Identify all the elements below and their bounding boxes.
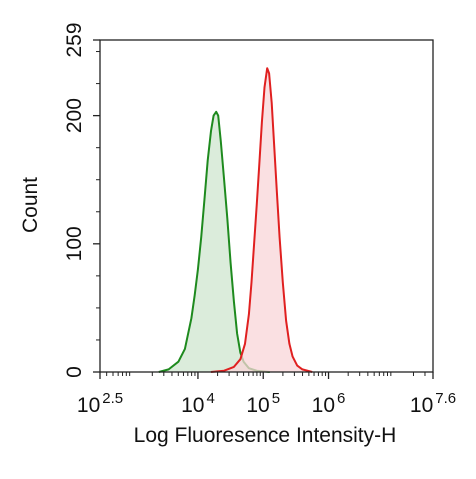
- series-layer: [158, 67, 313, 373]
- x-tick-label: 10 6: [312, 390, 346, 417]
- ticks-layer: [93, 39, 434, 379]
- plot-frame: [99, 39, 434, 373]
- y-tick-label: 259: [63, 22, 86, 57]
- series-1-fill: [158, 111, 270, 373]
- x-tick-label: 10 7.6: [410, 390, 456, 417]
- x-tick-label: 10 2.5: [77, 390, 123, 417]
- labels-layer: 0 100 200 259 10 2.5 10 4 10 5 10 6 10 7.6: [63, 22, 456, 417]
- x-tick-label: 10 4: [181, 390, 215, 417]
- axes-layer: [99, 39, 434, 373]
- x-tick-label: 10 5: [246, 390, 280, 417]
- y-tick-label: 200: [63, 98, 86, 133]
- x-axis-title: Log Fluoresence Intensity-H: [134, 424, 397, 447]
- y-tick-label: 0: [63, 366, 86, 378]
- series-2-line: [210, 67, 313, 373]
- series-1-line: [158, 110, 270, 373]
- y-tick-label: 100: [63, 226, 86, 261]
- series-2-fill: [211, 68, 313, 372]
- y-axis-title: Count: [19, 177, 42, 233]
